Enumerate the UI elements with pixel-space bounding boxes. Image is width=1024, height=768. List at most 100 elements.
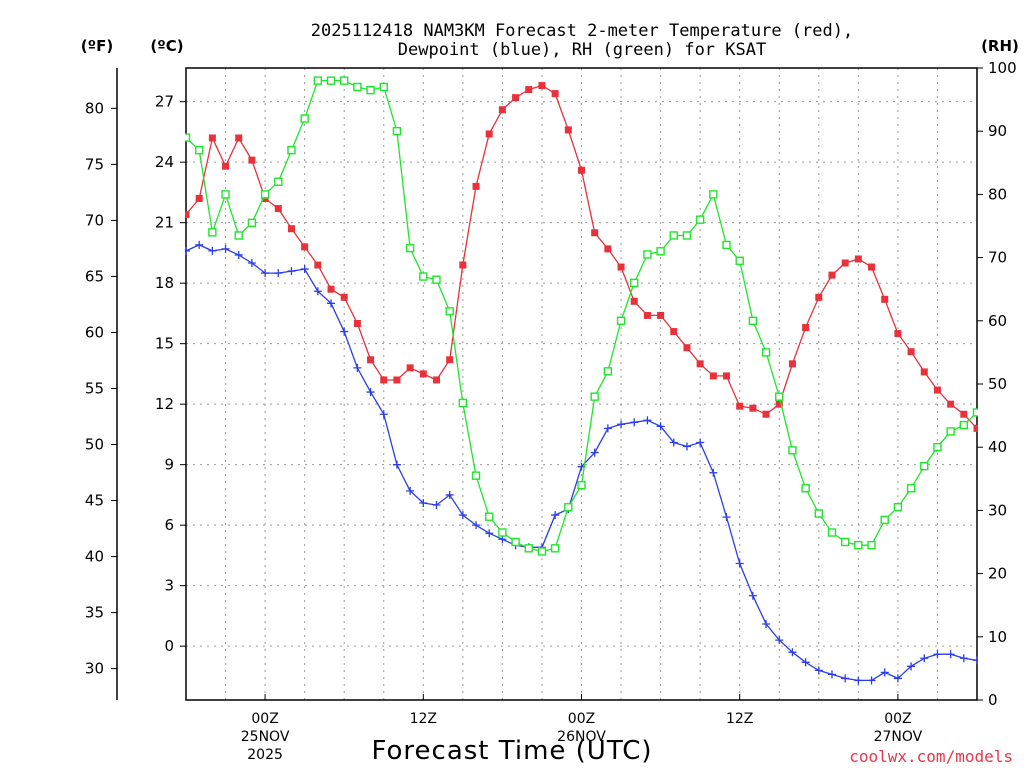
- dewpoint-point: [274, 269, 283, 278]
- dewpoint-point: [893, 674, 902, 683]
- dewpoint-point: [366, 388, 375, 397]
- temperature-point: [406, 364, 414, 372]
- celsius-tick-label: 3: [164, 577, 174, 595]
- temperature-point: [222, 162, 230, 170]
- relative-humidity-point: [498, 528, 507, 537]
- relative-humidity-point: [788, 446, 797, 455]
- relative-humidity-point: [801, 484, 810, 493]
- dewpoint-point: [234, 250, 243, 259]
- temperature-point: [287, 225, 295, 233]
- relative-humidity-point: [722, 240, 731, 250]
- relative-humidity-point: [221, 190, 230, 199]
- relative-humidity-point: [603, 367, 613, 376]
- dewpoint-point: [735, 559, 744, 568]
- temperature-point: [551, 90, 559, 98]
- temperature-point: [274, 205, 282, 213]
- temperature-point: [723, 372, 731, 380]
- temperature-point: [195, 194, 203, 202]
- fahrenheit-tick-label: 60: [85, 323, 104, 341]
- temperature-point: [788, 360, 796, 368]
- dewpoint-point: [959, 654, 968, 663]
- temperature-point: [617, 263, 625, 271]
- temperature-point: [696, 360, 704, 368]
- fahrenheit-tick-label: 70: [85, 211, 104, 229]
- temperature-point: [670, 328, 678, 336]
- dewpoint-point: [854, 676, 863, 685]
- temperature-point: [907, 348, 915, 356]
- x-axis-label: Forecast Time (UTC): [371, 736, 652, 766]
- relative-humidity-series: [185, 76, 978, 556]
- celsius-tick-label: 0: [164, 637, 174, 655]
- relative-humidity-point: [867, 540, 876, 550]
- relative-humidity-point: [185, 133, 191, 142]
- fahrenheit-tick-label: 40: [85, 548, 104, 566]
- temperature-point: [485, 130, 493, 138]
- dewpoint-point: [907, 662, 916, 671]
- rh-tick-label: 0: [988, 691, 998, 709]
- temperature-point: [762, 410, 770, 418]
- dewpoint-point: [208, 246, 217, 255]
- dewpoint-point: [630, 418, 639, 427]
- fahrenheit-tick-label: 35: [85, 604, 104, 622]
- dewpoint-point: [300, 265, 309, 274]
- dewpoint-point: [973, 656, 978, 665]
- x-tick-date-label: 27NOV: [874, 729, 923, 745]
- temperature-point: [525, 86, 533, 94]
- relative-humidity-point: [537, 547, 547, 556]
- temperature-point: [301, 243, 309, 251]
- dewpoint-point: [445, 490, 454, 499]
- dewpoint-point: [590, 448, 599, 457]
- temperature-point: [920, 368, 928, 376]
- temperature-point: [564, 126, 572, 134]
- dewpoint-point: [340, 327, 349, 336]
- temperature-point: [380, 376, 388, 384]
- temperature-point: [657, 311, 665, 319]
- relative-humidity-point: [616, 316, 626, 325]
- dewpoint-point: [788, 648, 797, 657]
- temperature-point: [709, 372, 717, 380]
- relative-humidity-point: [432, 275, 441, 284]
- rh-tick-label: 40: [988, 438, 1007, 456]
- relative-humidity-point: [630, 278, 639, 288]
- rh-tick-label: 100: [988, 59, 1017, 77]
- temperature-point: [736, 402, 744, 410]
- relative-humidity-point: [313, 76, 323, 85]
- rh-unit-label: (RH): [981, 37, 1019, 55]
- dewpoint-point: [801, 658, 810, 667]
- relative-humidity-point: [366, 85, 375, 95]
- dewpoint-point: [669, 438, 678, 447]
- relative-humidity-point: [590, 392, 599, 401]
- temperature-point: [960, 410, 968, 418]
- chart-title-line1: 2025112418 NAM3KM Forecast 2-meter Tempe…: [311, 21, 853, 41]
- celsius-tick-label: 21: [155, 214, 174, 232]
- dewpoint-point: [419, 498, 428, 507]
- temperature-point: [604, 245, 612, 253]
- celsius-tick-label: 12: [155, 395, 174, 413]
- dewpoint-point: [458, 511, 467, 520]
- relative-humidity-point: [274, 177, 283, 186]
- dewpoint-point: [880, 668, 889, 677]
- dewpoint-point: [287, 267, 296, 276]
- rh-tick-label: 90: [988, 122, 1007, 140]
- tick-labels: 0 3 6 9 12 15 18 21 24 27 30 35 40 45 50 55 60 65 70 75 80 0 1…: [85, 59, 1017, 763]
- dewpoint-point: [406, 486, 415, 495]
- temperature-point: [749, 404, 757, 412]
- temperature-point: [775, 400, 783, 408]
- dewpoint-point: [867, 676, 876, 685]
- dewpoint-point: [696, 438, 705, 447]
- dewpoint-point: [722, 513, 731, 522]
- relative-humidity-point: [458, 398, 468, 408]
- temperature-point: [208, 134, 216, 142]
- celsius-tick-label: 24: [155, 153, 174, 171]
- temperature-point: [185, 211, 190, 219]
- dewpoint-point: [313, 287, 322, 296]
- x-tick-label: 12Z: [410, 711, 437, 727]
- rh-tick-label: 60: [988, 312, 1007, 330]
- temperature-point: [353, 320, 361, 328]
- temperature-point: [393, 376, 401, 384]
- relative-humidity-point: [300, 114, 309, 123]
- rh-tick-label: 30: [988, 501, 1007, 519]
- relative-humidity-point: [524, 544, 533, 553]
- relative-humidity-point: [946, 427, 955, 436]
- dewpoint-point: [551, 511, 560, 520]
